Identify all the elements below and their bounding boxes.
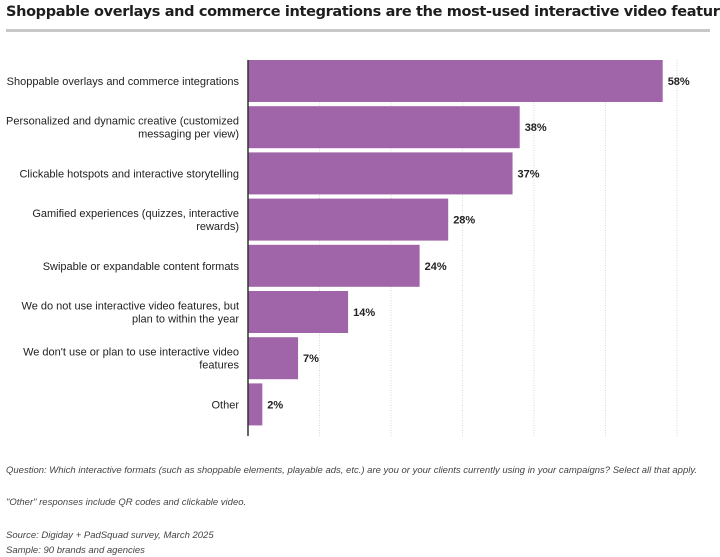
category-label-line: We do not use interactive video features… [22, 301, 239, 313]
value-label: 38% [525, 122, 547, 134]
bar [248, 152, 513, 195]
value-label: 58% [668, 76, 690, 88]
category-label-line: Swipable or expandable content formats [43, 261, 240, 273]
value-label: 14% [353, 307, 375, 319]
category-label: Gamified experiences (quizzes, interacti… [32, 208, 239, 233]
value-label: 2% [267, 399, 283, 411]
category-label-line: Clickable hotspots and interactive story… [19, 168, 239, 180]
category-label-line: Other [211, 399, 239, 411]
other-responses-note: "Other" responses include QR codes and c… [6, 497, 247, 508]
category-label: Other [211, 399, 239, 411]
category-label-line: Shoppable overlays and commerce integrat… [7, 76, 240, 88]
bar [248, 291, 349, 333]
category-label: Clickable hotspots and interactive story… [19, 168, 239, 180]
value-label: 7% [303, 353, 319, 365]
category-label-line: plan to within the year [132, 314, 239, 326]
bar [248, 383, 263, 426]
survey-question-note: Question: Which interactive formats (suc… [6, 465, 698, 476]
title-divider [6, 29, 710, 32]
category-label: We do not use interactive video features… [22, 301, 240, 326]
category-label: Personalized and dynamic creative (custo… [6, 116, 239, 141]
source-note: Source: Digiday + PadSquad survey, March… [6, 530, 214, 541]
chart-title: Shoppable overlays and commerce integrat… [6, 4, 720, 20]
bar [248, 60, 663, 102]
value-label: 24% [425, 261, 447, 273]
value-label: 28% [453, 215, 475, 227]
bar [248, 244, 420, 287]
category-label-line: features [199, 360, 239, 372]
bar-chart: 58% Shoppable overlays and commerce integ… [6, 60, 690, 436]
category-label-line: rewards) [196, 221, 239, 233]
category-label: Shoppable overlays and commerce integrat… [7, 76, 240, 88]
category-label-line: messaging per view) [138, 129, 239, 141]
bar [248, 106, 520, 149]
category-label-line: We don't use or plan to use interactive … [23, 347, 239, 359]
bar [248, 337, 299, 380]
category-label: We don't use or plan to use interactive … [23, 347, 239, 372]
category-label-line: Personalized and dynamic creative (custo… [6, 116, 239, 128]
value-label: 37% [518, 168, 540, 180]
category-label: Swipable or expandable content formats [43, 261, 240, 273]
bar [248, 198, 449, 241]
sample-note: Sample: 90 brands and agencies [6, 545, 145, 556]
category-label-line: Gamified experiences (quizzes, interacti… [32, 208, 239, 220]
